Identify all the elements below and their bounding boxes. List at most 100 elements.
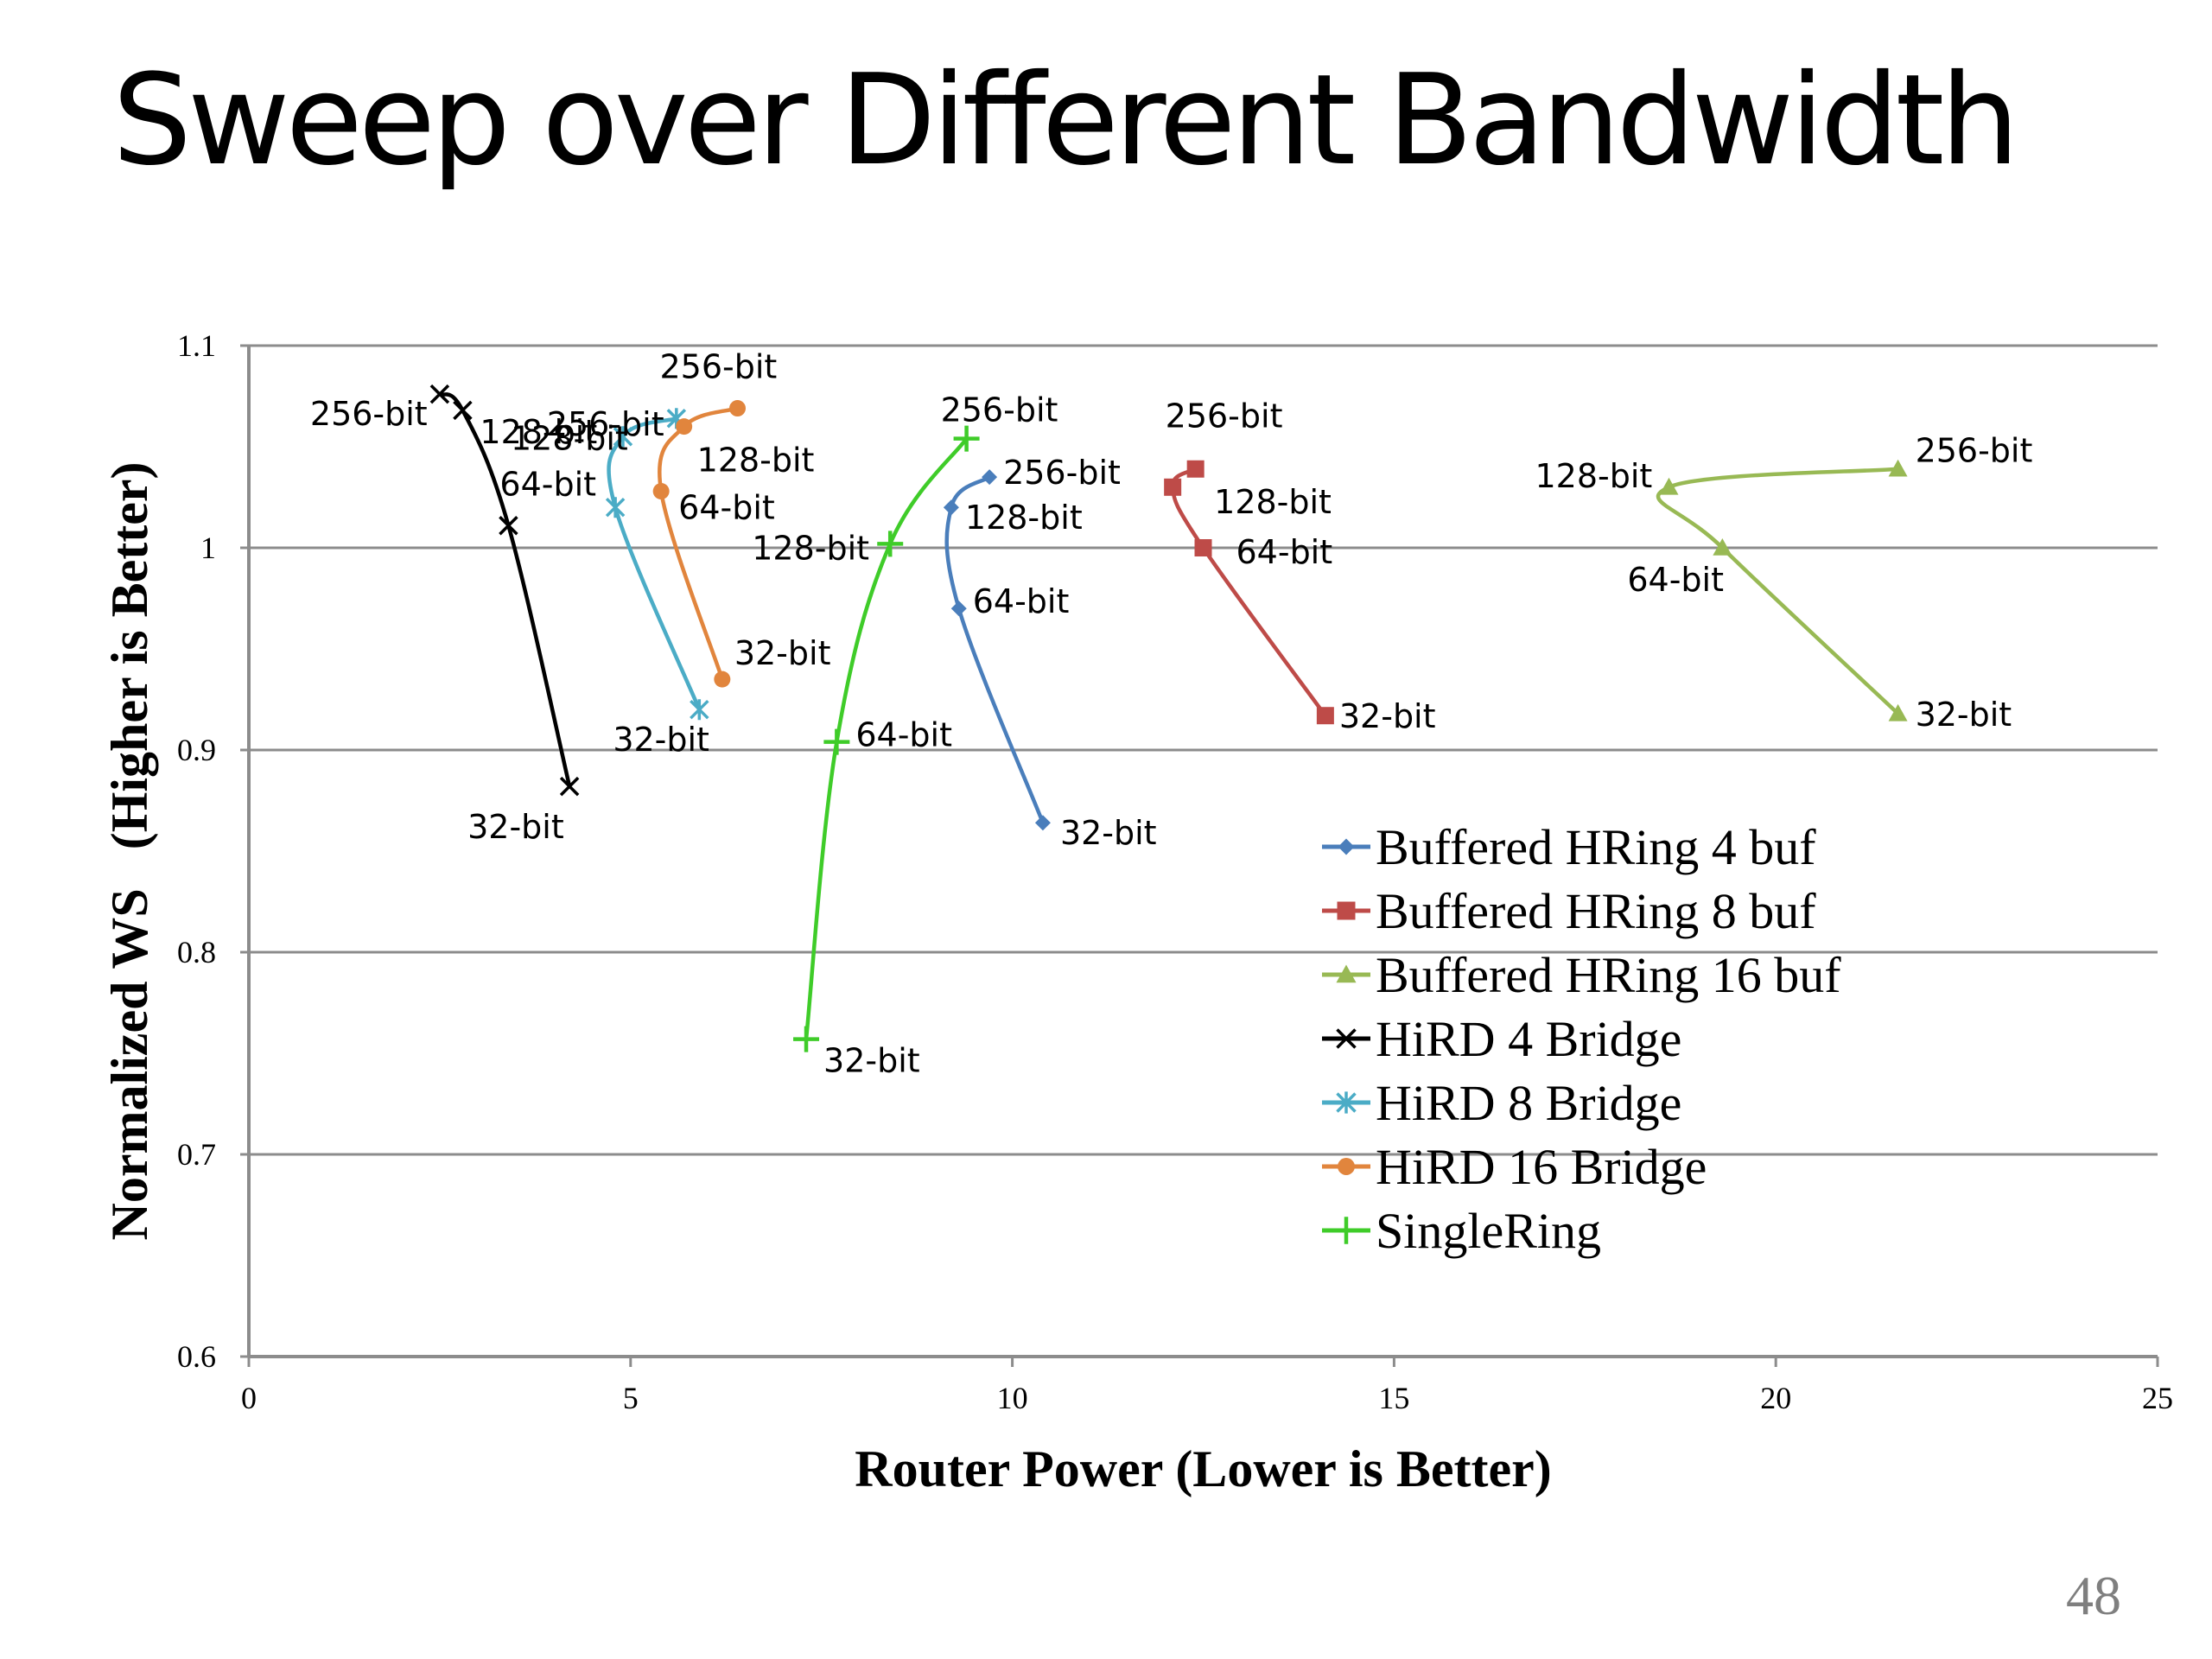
data-point bbox=[729, 400, 747, 417]
legend-item: Buffered HRing 16 buf bbox=[1322, 947, 1841, 1003]
axes: 0.6 0.7 0.8 0.9 1 1.1 0 5 10 15 20 25 Router Power (… bbox=[101, 328, 2173, 1497]
data-point bbox=[1888, 703, 1908, 721]
data-point bbox=[982, 469, 998, 486]
data-label: 256-bit bbox=[310, 395, 428, 433]
legend-label: HiRD 8 Bridge bbox=[1376, 1075, 1681, 1131]
legend-label: HiRD 4 Bridge bbox=[1376, 1011, 1681, 1067]
slide-title: Sweep over Different Bandwidth bbox=[112, 48, 2019, 194]
series-line bbox=[438, 392, 572, 787]
data-label: 64-bit bbox=[678, 488, 775, 526]
x-tick-label: 15 bbox=[1378, 1381, 1409, 1415]
y-tick-label: 1 bbox=[200, 531, 216, 565]
data-label: 128-bit bbox=[697, 442, 815, 480]
data-label: 32-bit bbox=[1916, 696, 2012, 734]
legend-marker bbox=[1336, 964, 1357, 983]
data-point bbox=[714, 671, 731, 688]
x-tick-label: 25 bbox=[2142, 1381, 2173, 1415]
data-label: 32-bit bbox=[467, 808, 564, 846]
page-number: 48 bbox=[2066, 1565, 2121, 1626]
legend-item: Buffered HRing 8 buf bbox=[1322, 883, 1816, 939]
y-tick-label: 0.7 bbox=[177, 1137, 216, 1172]
x-tick-label: 20 bbox=[1760, 1381, 1791, 1415]
legend-marker bbox=[1338, 1158, 1355, 1175]
data-point bbox=[823, 728, 850, 755]
data-label: 64-bit bbox=[1236, 533, 1333, 571]
data-label: 128-bit bbox=[965, 499, 1083, 537]
data-point bbox=[950, 601, 967, 617]
data-label: 128-bit bbox=[511, 419, 628, 457]
data-label: 64-bit bbox=[855, 716, 952, 754]
data-point bbox=[499, 516, 518, 536]
data-point bbox=[793, 1026, 820, 1052]
data-label: 64-bit bbox=[1627, 561, 1724, 599]
data-point bbox=[676, 418, 693, 435]
legend: Buffered HRing 4 buf Buffered HRing 8 buf… bbox=[1322, 819, 1841, 1259]
data-point bbox=[605, 497, 626, 518]
series bbox=[429, 384, 1908, 1052]
x-axis-title: Router Power (Lower is Better) bbox=[855, 1440, 1551, 1497]
data-point bbox=[877, 531, 904, 557]
legend-marker bbox=[1336, 1028, 1357, 1049]
data-point bbox=[953, 425, 980, 452]
data-point bbox=[1186, 460, 1205, 478]
data-label: 256-bit bbox=[660, 348, 778, 386]
legend-label: HiRD 16 Bridge bbox=[1376, 1139, 1707, 1195]
data-point bbox=[1194, 539, 1212, 556]
y-tick-label: 0.9 bbox=[177, 733, 216, 767]
series-2 bbox=[1164, 460, 1334, 725]
y-tick-label: 0.6 bbox=[177, 1339, 216, 1374]
data-label: 32-bit bbox=[613, 721, 709, 759]
data-point bbox=[1164, 478, 1182, 496]
data-label: 32-bit bbox=[1060, 814, 1157, 852]
data-label: 32-bit bbox=[823, 1042, 920, 1080]
series-line bbox=[804, 437, 969, 1039]
x-tick-label: 0 bbox=[241, 1381, 257, 1415]
data-point bbox=[943, 499, 959, 516]
y-tick-label: 1.1 bbox=[177, 328, 216, 363]
y-tick-label: 0.8 bbox=[177, 935, 216, 969]
data-label: 32-bit bbox=[734, 634, 831, 672]
series-line bbox=[1656, 467, 1900, 715]
data-point bbox=[429, 384, 450, 404]
data-label: 128-bit bbox=[480, 413, 597, 451]
legend-item: HiRD 16 Bridge bbox=[1322, 1139, 1707, 1195]
series-4 bbox=[429, 384, 580, 797]
data-label: 128-bit bbox=[1214, 483, 1332, 521]
legend-item: HiRD 8 Bridge bbox=[1322, 1075, 1681, 1131]
series-7 bbox=[793, 425, 980, 1052]
data-point bbox=[1659, 477, 1679, 495]
data-label: 256-bit bbox=[1916, 432, 2033, 470]
data-label: 256-bit bbox=[547, 405, 664, 443]
data-label: 256-bit bbox=[1166, 397, 1283, 435]
legend-label: Buffered HRing 4 buf bbox=[1376, 819, 1816, 875]
legend-item: HiRD 4 Bridge bbox=[1322, 1011, 1681, 1067]
series-line bbox=[607, 416, 702, 711]
data-point bbox=[453, 400, 473, 421]
series-1 bbox=[943, 469, 1051, 831]
data-point bbox=[613, 426, 633, 448]
data-label: 256-bit bbox=[941, 391, 1058, 429]
data-point bbox=[1034, 815, 1051, 831]
data-point bbox=[1316, 707, 1334, 725]
data-point bbox=[559, 776, 580, 797]
data-point bbox=[690, 699, 709, 721]
y-axis-title: Normalized WS (Higher is Better) bbox=[101, 462, 158, 1241]
series-line bbox=[944, 475, 1046, 824]
legend-label: SingleRing bbox=[1376, 1203, 1601, 1259]
data-label: 128-bit bbox=[1535, 457, 1652, 495]
point-labels: 256-bit128-bit64-bit32-bit256-bit128-bit… bbox=[310, 348, 2033, 1080]
data-point bbox=[1888, 459, 1908, 477]
legend-marker bbox=[1337, 901, 1356, 920]
legend-marker bbox=[1332, 1217, 1360, 1244]
data-label: 128-bit bbox=[752, 529, 869, 567]
data-point bbox=[652, 482, 670, 499]
data-point bbox=[1713, 538, 1732, 556]
legend-label: Buffered HRing 16 buf bbox=[1376, 947, 1841, 1003]
data-label: 64-bit bbox=[973, 582, 1070, 620]
legend-item: Buffered HRing 4 buf bbox=[1322, 819, 1816, 875]
series-3 bbox=[1656, 459, 1908, 721]
data-label: 32-bit bbox=[1339, 697, 1436, 735]
x-tick-label: 5 bbox=[623, 1381, 639, 1415]
